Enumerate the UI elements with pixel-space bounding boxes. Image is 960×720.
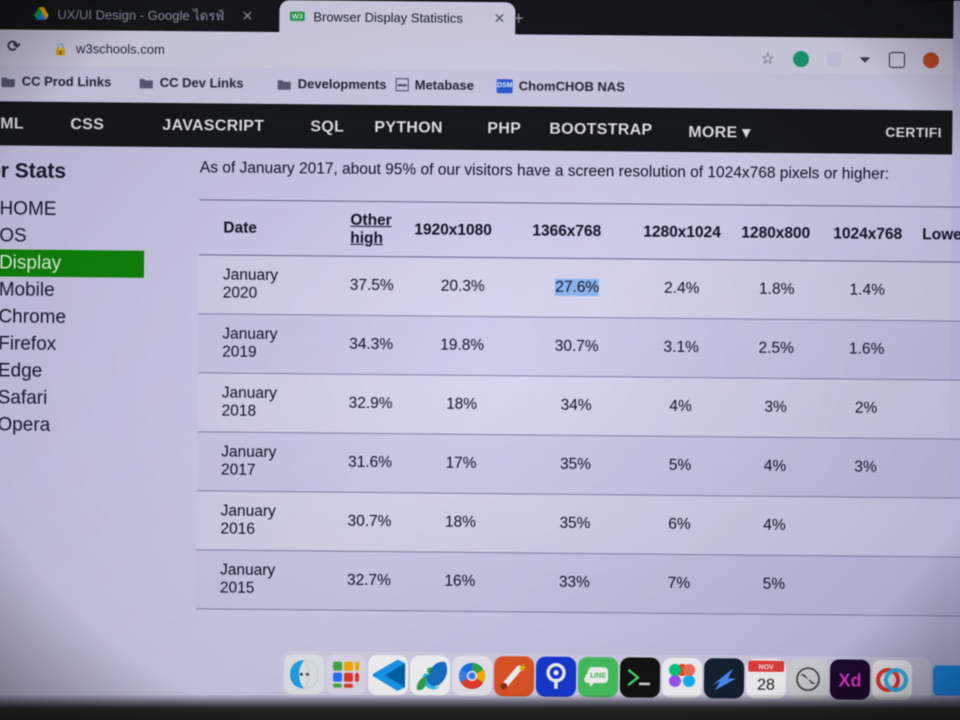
svg-text:W3: W3 — [292, 12, 303, 21]
svg-text:LINE: LINE — [590, 673, 606, 680]
svg-text:Xd: Xd — [838, 670, 861, 690]
svg-text:NOV: NOV — [759, 664, 775, 671]
svg-text:28: 28 — [757, 677, 775, 694]
